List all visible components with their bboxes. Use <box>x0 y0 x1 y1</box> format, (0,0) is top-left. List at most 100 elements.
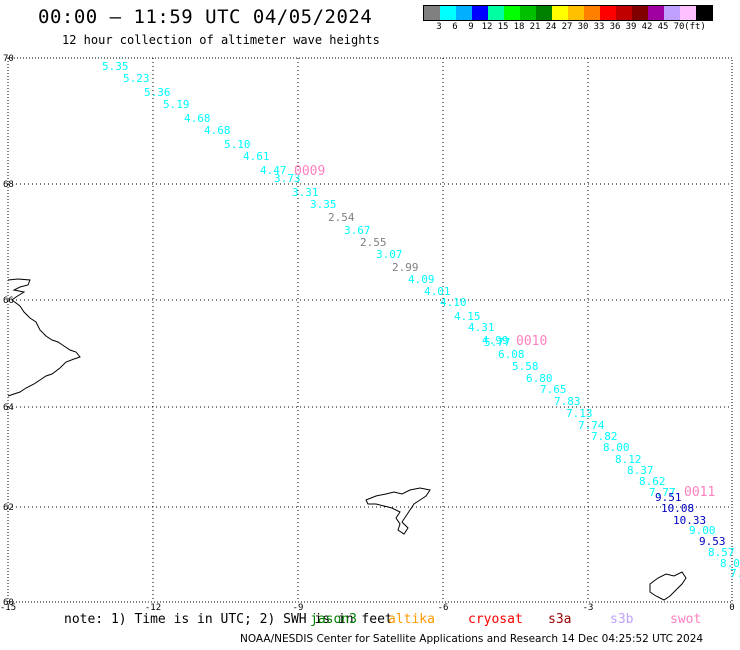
satellite-legend-item-s3b: s3b <box>610 612 634 627</box>
color-swatch <box>648 6 664 20</box>
wave-height-value: 6.80 <box>526 372 553 385</box>
wave-height-value: 3.31 <box>292 186 319 199</box>
satellite-legend-item-swot: swot <box>670 612 702 627</box>
wave-height-value: 9.51 <box>655 491 682 504</box>
color-swatch <box>520 6 536 20</box>
satellite-legend-item-jason3: jason3 <box>310 612 357 627</box>
satellite-legend-item-cryosat: cryosat <box>468 612 523 627</box>
wave-height-value: 2.99 <box>392 261 419 274</box>
wave-height-value: 4.61 <box>243 150 270 163</box>
iceland-coastline <box>7 278 81 397</box>
color-legend-label: 27 <box>561 22 573 32</box>
wave-height-value: 8.12 <box>615 453 642 466</box>
wave-height-value: 10.33 <box>673 514 706 527</box>
wave-height-value: 5.58 <box>512 360 539 373</box>
map-subtitle: 12 hour collection of altimeter wave hei… <box>62 33 380 47</box>
latitude-labels: 70 68 66 64 62 60 <box>3 54 14 608</box>
wave-height-value: 4.68 <box>204 124 231 137</box>
color-swatch <box>664 6 680 20</box>
color-legend-label: 18 <box>513 22 525 32</box>
wave-height-value: 5.35 <box>102 60 129 73</box>
color-swatch <box>568 6 584 20</box>
color-swatch <box>552 6 568 20</box>
color-legend-label: 21 <box>529 22 541 32</box>
wave-height-value: 8.37 <box>627 464 654 477</box>
latitude-label: 64 <box>3 403 14 413</box>
color-swatch <box>680 6 696 20</box>
satellite-legend-item-altika: altika <box>388 612 435 627</box>
wave-height-value: 7.65 <box>540 383 567 396</box>
wave-height-value: 4.09 <box>408 273 435 286</box>
wave-height-value: 8.57 <box>708 546 735 559</box>
wave-height-value: 7.74 <box>578 419 605 432</box>
color-swatch <box>616 6 632 20</box>
color-legend-label: 42 <box>641 22 653 32</box>
wave-height-value: 5.77 <box>484 336 511 349</box>
wave-height-value: 8.62 <box>639 475 666 488</box>
wave-height-value: 4.99 <box>482 334 509 347</box>
wave-height-value: 7. <box>730 567 740 580</box>
wave-height-labels: 5.355.235.365.194.684.685.104.614.473.73… <box>102 60 740 580</box>
latitude-label: 68 <box>3 180 14 190</box>
color-swatch <box>488 6 504 20</box>
map-grid <box>8 58 732 602</box>
color-swatch <box>536 6 552 20</box>
longitude-label: -3 <box>583 603 594 613</box>
wave-height-value: 4.47 <box>260 164 287 177</box>
color-legend-label: 6 <box>452 22 458 32</box>
color-swatch <box>584 6 600 20</box>
longitude-labels: -15 -12 -9 -6 -3 0 <box>0 603 735 613</box>
color-swatch <box>632 6 648 20</box>
color-legend-label: 45 <box>657 22 669 32</box>
color-swatch <box>440 6 456 20</box>
wave-height-value: 4.10 <box>440 296 467 309</box>
wave-height-value: 5.10 <box>224 138 251 151</box>
color-swatch <box>424 6 440 20</box>
wave-height-value: 4.15 <box>454 310 481 323</box>
color-legend-label: 39 <box>625 22 637 32</box>
latitude-label: 62 <box>3 503 14 513</box>
wave-height-value: 3.67 <box>344 224 371 237</box>
longitude-label: -12 <box>145 603 161 613</box>
wave-height-value: 3.35 <box>310 198 337 211</box>
wave-height-value: 5.36 <box>144 86 171 99</box>
pass-number-label: 0011 <box>684 485 715 500</box>
land-outlines <box>7 278 687 601</box>
color-legend-label: (ft) <box>684 22 706 32</box>
latitude-label: 70 <box>3 54 14 64</box>
footnote-text: note: 1) Time is in UTC; 2) SWH is in fe… <box>64 612 393 627</box>
color-swatch <box>456 6 472 20</box>
wave-height-value: 6.08 <box>498 348 525 361</box>
wave-height-value: 4.68 <box>184 112 211 125</box>
wave-height-value: 10.08 <box>661 502 694 515</box>
color-swatch <box>472 6 488 20</box>
wave-height-value: 9.00 <box>689 524 716 537</box>
map-title: 00:00 – 11:59 UTC 04/05/2024 <box>38 6 373 28</box>
color-swatch <box>504 6 520 20</box>
color-legend-label: 9 <box>468 22 474 32</box>
wave-height-value: 7.82 <box>591 430 618 443</box>
color-swatch <box>696 6 712 20</box>
longitude-label: -6 <box>438 603 449 613</box>
pass-number-label: 0010 <box>516 334 547 349</box>
wave-height-value: 5.23 <box>123 72 150 85</box>
color-legend-label: 30 <box>577 22 589 32</box>
credit-line: NOAA/NESDIS Center for Satellite Applica… <box>240 633 704 645</box>
latitude-label: 66 <box>3 296 14 306</box>
color-swatch <box>600 6 616 20</box>
color-legend-label: 70 <box>673 22 685 32</box>
wave-height-value: 7.83 <box>554 395 581 408</box>
longitude-label: -15 <box>0 603 16 613</box>
latitude-label: 60 <box>3 598 14 608</box>
wave-height-value: 4.01 <box>424 285 451 298</box>
wave-height-value: 2.55 <box>360 236 387 249</box>
wave-height-value: 5.19 <box>163 98 190 111</box>
longitude-label: 0 <box>729 603 734 613</box>
color-legend-label: 33 <box>593 22 605 32</box>
footnote: note: 1) Time is in UTC; 2) SWH is in fe… <box>64 612 393 627</box>
longitude-label: -9 <box>293 603 304 613</box>
pass-number-label: 0009 <box>294 164 325 179</box>
wave-height-value: 8.00 <box>603 441 630 454</box>
color-legend-label: 12 <box>481 22 493 32</box>
